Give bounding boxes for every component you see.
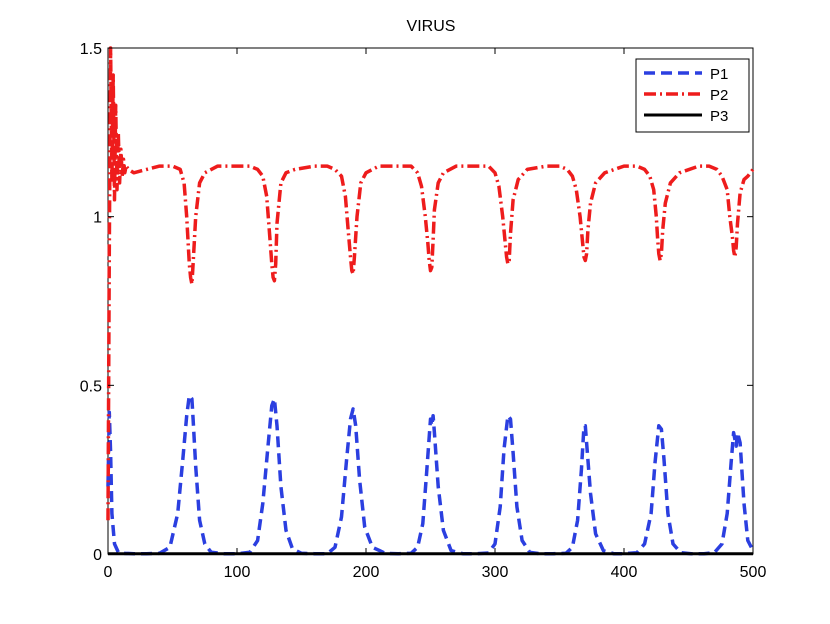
legend-label-p3: P3 xyxy=(710,108,728,125)
chart-title: VIRUS xyxy=(407,18,456,35)
y-tick-label: 1.5 xyxy=(80,41,102,58)
y-tick-label: 0 xyxy=(93,547,102,564)
series-line-p1 xyxy=(106,393,755,556)
axes-layer: 0 100 200 300 400 500 0 0.5 1 1.5 xyxy=(80,41,767,581)
series-line-p2 xyxy=(106,46,755,521)
y-tick-label: 1 xyxy=(93,210,102,227)
x-tick-label: 500 xyxy=(740,564,767,581)
legend: P1 P2 P3 xyxy=(635,58,750,133)
x-tick-label: 0 xyxy=(104,564,113,581)
series-layer xyxy=(106,46,755,556)
x-tick-label: 200 xyxy=(353,564,380,581)
x-tick-label: 400 xyxy=(611,564,638,581)
x-tick-label: 300 xyxy=(482,564,509,581)
y-tick-label: 0.5 xyxy=(80,378,102,395)
x-tick-label: 100 xyxy=(224,564,251,581)
legend-label-p2: P2 xyxy=(710,87,728,104)
legend-label-p1: P1 xyxy=(710,66,728,83)
